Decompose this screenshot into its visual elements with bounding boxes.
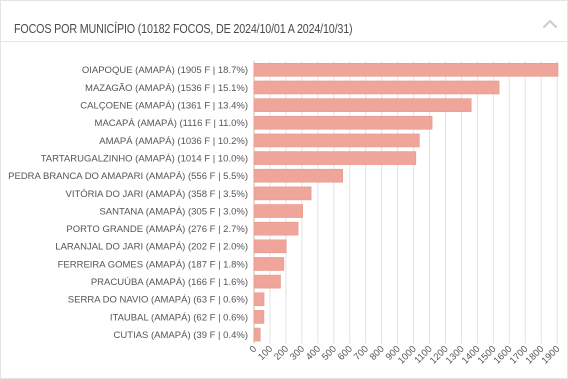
x-tick-label: 500: [320, 344, 339, 363]
x-tick-label: 400: [304, 344, 323, 363]
bar: [253, 98, 472, 112]
bar: [253, 204, 303, 218]
panel-header: FOCOS POR MUNICÍPIO (10182 FOCOS, DE 202…: [1, 1, 567, 42]
bar: [253, 80, 500, 95]
chevron-up-icon[interactable]: [541, 17, 559, 31]
x-tick-label: 800: [368, 344, 387, 363]
bar: [253, 221, 299, 236]
x-tick-label: 200: [272, 344, 291, 363]
bar: [253, 151, 417, 165]
bar: [253, 115, 433, 130]
bar: [253, 133, 420, 148]
category-label: OIAPOQUE (AMAPÁ) (1905 F | 18.7%): [82, 65, 248, 76]
bar: [253, 168, 344, 183]
category-label: CUTIAS (AMAPÁ) (39 F | 0.4%): [114, 330, 248, 341]
bar: [253, 186, 312, 201]
category-label: PORTO GRANDE (AMAPÁ) (276 F | 2.7%): [66, 224, 248, 235]
category-label: SERRA DO NAVIO (AMAPÁ) (63 F | 0.6%): [68, 295, 248, 306]
bar: [253, 63, 559, 77]
panel-title: FOCOS POR MUNICÍPIO (10182 FOCOS, DE 202…: [14, 22, 353, 36]
bar: [253, 310, 265, 324]
category-label: SANTANA (AMAPÁ) (305 F | 3.0%): [99, 206, 248, 217]
category-label: MAZAGÃO (AMAPÁ) (1536 F | 15.1%): [85, 83, 248, 94]
bar: [253, 327, 261, 342]
category-label: LARANJAL DO JARI (AMAPÁ) (202 F | 2.0%): [55, 242, 248, 253]
bar: [253, 274, 281, 289]
bar: [253, 292, 265, 307]
category-label: TARTARUGALZINHO (AMAPÁ) (1014 F | 10.0%): [41, 153, 248, 164]
x-tick-label: 700: [352, 344, 371, 363]
category-label: MACAPÁ (AMAPÁ) (1116 F | 11.0%): [95, 118, 248, 129]
x-tick-label: 300: [288, 344, 307, 363]
bar: [253, 257, 285, 271]
category-label: AMAPÁ (AMAPÁ) (1036 F | 10.2%): [99, 136, 248, 147]
category-label: PEDRA BRANCA DO AMAPARI (AMAPÁ) (556 F |…: [8, 171, 248, 182]
x-tick-label: 0: [248, 344, 260, 356]
x-tick-label: 100: [256, 344, 275, 363]
x-tick-label: 1900: [540, 344, 563, 367]
category-label: ITAUBAL (AMAPÁ) (62 F | 0.6%): [110, 312, 248, 323]
x-tick-label: 600: [336, 344, 355, 363]
bar: [253, 239, 287, 254]
category-label: PRACUÚBA (AMAPÁ) (166 F | 1.6%): [91, 277, 248, 288]
category-label: VITÓRIA DO JARI (AMAPÁ) (358 F | 3.5%): [66, 189, 248, 200]
category-label: FERREIRA GOMES (AMAPÁ) (187 F | 1.8%): [58, 259, 248, 270]
category-label: CALÇOENE (AMAPÁ) (1361 F | 13.4%): [80, 101, 248, 112]
